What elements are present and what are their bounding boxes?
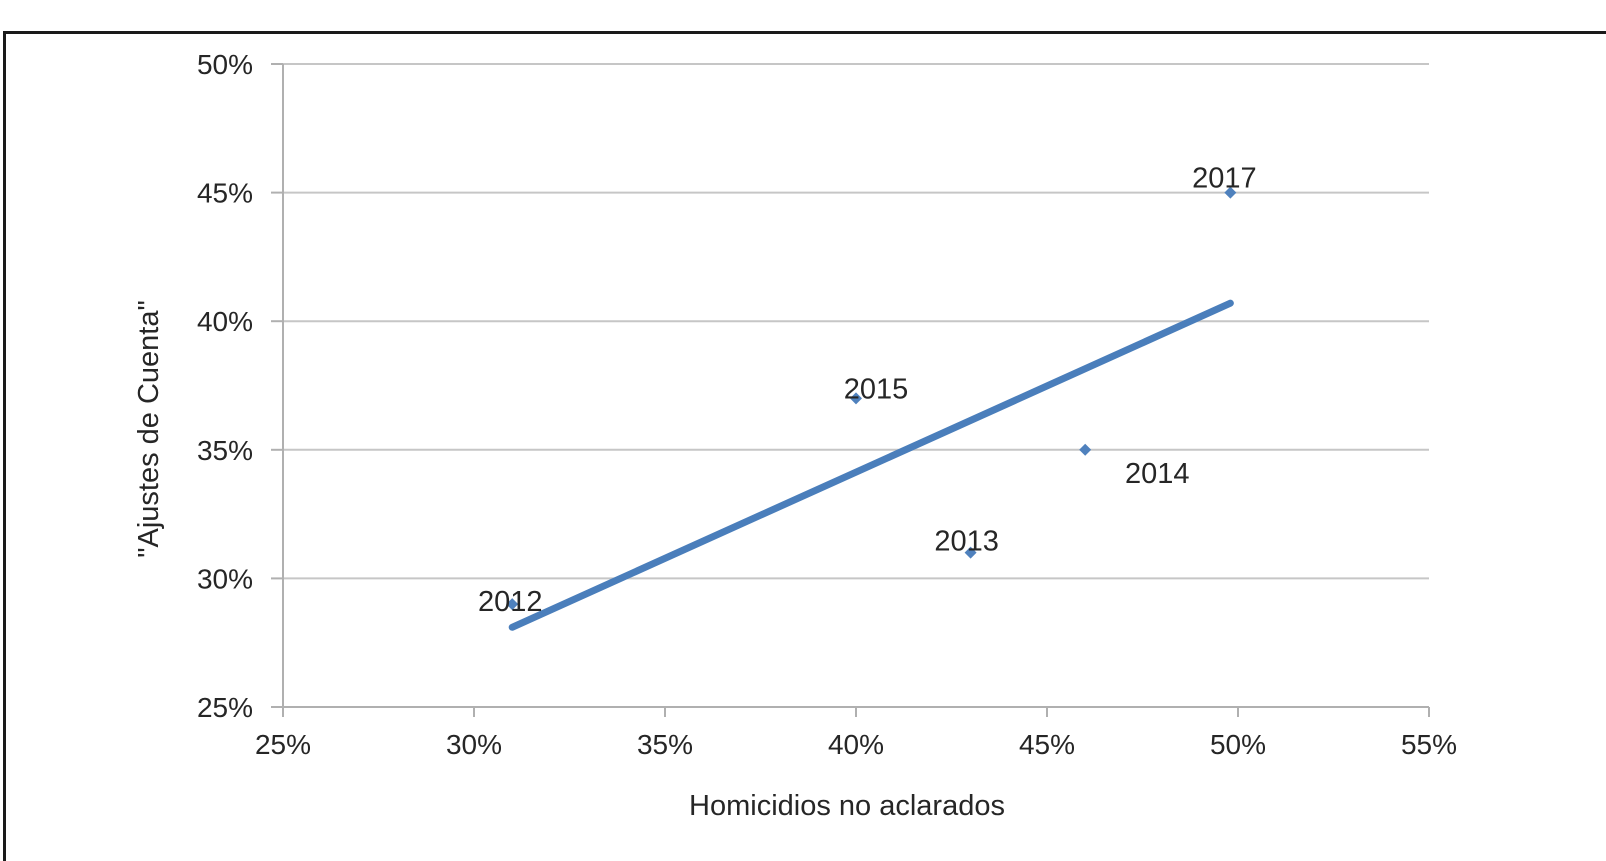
x-tick-label: 25%: [255, 729, 311, 760]
axes: 25% 30% 35% 40% 45% 50% 25% 30% 35% 40% 45% 50% 55%: [197, 49, 1457, 760]
x-tick-label: 40%: [828, 729, 884, 760]
data-point: [1224, 186, 1237, 199]
data-labels: 2012 2013 2014 2015 2017: [478, 163, 1257, 619]
x-tick-label: 50%: [1210, 729, 1266, 760]
x-tick-label: 55%: [1401, 729, 1457, 760]
y-axis-title: "Ajustes de Cuenta": [133, 300, 165, 558]
x-tick-label: 35%: [637, 729, 693, 760]
x-tick-label: 30%: [446, 729, 502, 760]
y-tick-label: 40%: [197, 306, 253, 337]
data-label: 2015: [844, 373, 909, 405]
data-label: 2013: [934, 526, 999, 558]
data-point: [1079, 443, 1092, 456]
data-label: 2012: [478, 586, 543, 618]
y-tick-label: 30%: [197, 563, 253, 594]
data-point: [964, 546, 977, 559]
data-point: [850, 392, 862, 405]
trendline-group: [508, 299, 1234, 631]
y-tick-label: 25%: [197, 692, 253, 723]
trendline: [508, 299, 1234, 631]
y-tick-label: 45%: [197, 178, 253, 209]
y-tick-label: 35%: [197, 435, 253, 466]
data-label: 2014: [1125, 458, 1190, 490]
x-tick-label: 45%: [1019, 729, 1075, 760]
data-points: [506, 186, 1237, 611]
gridlines: [283, 63, 1429, 580]
chart-frame: [3, 31, 1606, 861]
data-label: 2017: [1192, 163, 1257, 195]
data-point: [506, 598, 519, 611]
x-axis-title: Homicidios no aclarados: [689, 790, 1005, 822]
y-tick-label: 50%: [197, 49, 253, 80]
